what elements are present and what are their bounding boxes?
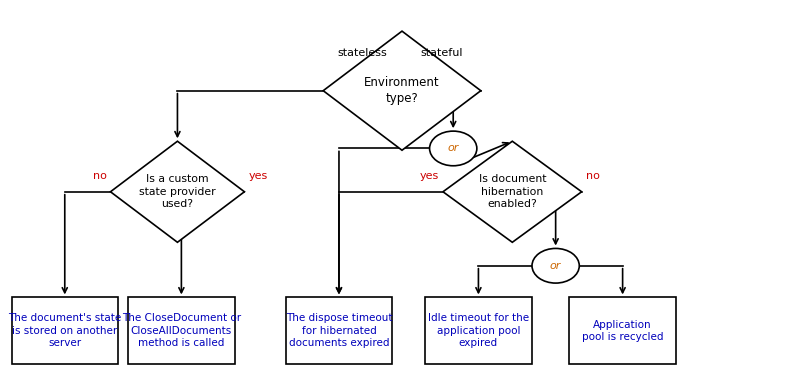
- Text: Is a custom
state provider
used?: Is a custom state provider used?: [139, 174, 215, 209]
- Bar: [569, 297, 675, 364]
- Polygon shape: [110, 141, 244, 242]
- Text: Environment
type?: Environment type?: [364, 76, 439, 105]
- Text: Idle timeout for the
application pool
expired: Idle timeout for the application pool ex…: [427, 313, 528, 348]
- Ellipse shape: [532, 249, 578, 283]
- Text: yes: yes: [248, 171, 267, 181]
- Text: no: no: [92, 171, 107, 181]
- Text: or: or: [549, 261, 560, 271]
- Text: Is document
hibernation
enabled?: Is document hibernation enabled?: [478, 174, 545, 209]
- Bar: [425, 297, 531, 364]
- Text: stateless: stateless: [337, 48, 387, 58]
- Text: stateful: stateful: [420, 48, 462, 58]
- Text: The dispose timeout
for hibernated
documents expired: The dispose timeout for hibernated docum…: [285, 313, 392, 348]
- Polygon shape: [442, 141, 581, 242]
- Text: no: no: [585, 171, 599, 181]
- Text: or: or: [447, 144, 459, 153]
- Text: The document's state
is stored on another
server: The document's state is stored on anothe…: [8, 313, 121, 348]
- Bar: [285, 297, 392, 364]
- Text: yes: yes: [419, 171, 438, 181]
- Ellipse shape: [429, 131, 476, 166]
- Text: The CloseDocument or
CloseAllDocuments
method is called: The CloseDocument or CloseAllDocuments m…: [122, 313, 241, 348]
- Polygon shape: [323, 31, 480, 150]
- Bar: [128, 297, 234, 364]
- Text: Application
pool is recycled: Application pool is recycled: [581, 320, 662, 342]
- Bar: [11, 297, 118, 364]
